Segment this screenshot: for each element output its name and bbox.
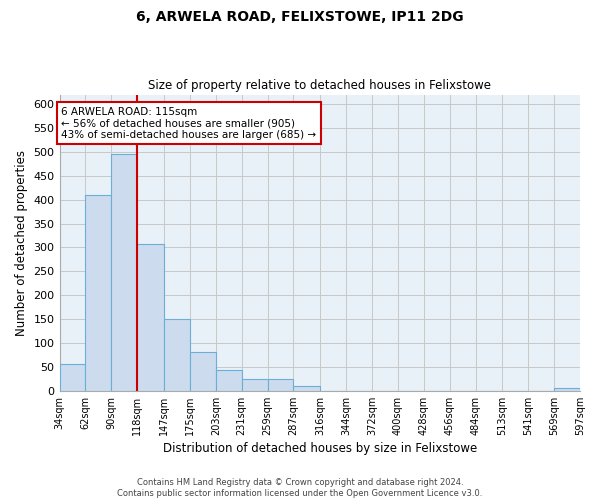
Bar [85, 195, 112, 391]
Text: Contains HM Land Registry data © Crown copyright and database right 2024.
Contai: Contains HM Land Registry data © Crown c… [118, 478, 482, 498]
Bar [293, 386, 320, 391]
Y-axis label: Number of detached properties: Number of detached properties [15, 150, 28, 336]
X-axis label: Distribution of detached houses by size in Felixstowe: Distribution of detached houses by size … [163, 442, 477, 455]
Bar [59, 364, 85, 391]
Bar [190, 352, 216, 391]
Bar [216, 370, 242, 391]
Bar [164, 319, 190, 391]
Bar [268, 379, 293, 391]
Text: 6 ARWELA ROAD: 115sqm
← 56% of detached houses are smaller (905)
43% of semi-det: 6 ARWELA ROAD: 115sqm ← 56% of detached … [61, 106, 317, 140]
Text: 6, ARWELA ROAD, FELIXSTOWE, IP11 2DG: 6, ARWELA ROAD, FELIXSTOWE, IP11 2DG [136, 10, 464, 24]
Bar [554, 388, 580, 391]
Bar [137, 244, 164, 391]
Bar [112, 154, 137, 391]
Bar [242, 379, 268, 391]
Title: Size of property relative to detached houses in Felixstowe: Size of property relative to detached ho… [148, 79, 491, 92]
